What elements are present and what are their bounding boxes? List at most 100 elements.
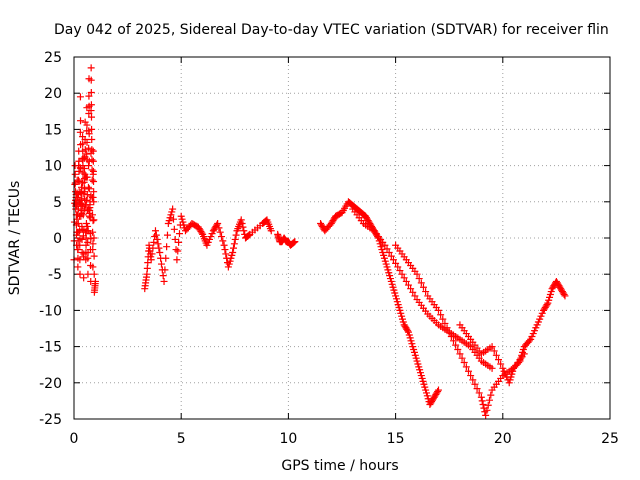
data-point <box>231 235 239 243</box>
data-point <box>88 125 96 133</box>
data-point <box>91 277 99 285</box>
data-point <box>87 64 95 72</box>
data-point <box>89 217 97 225</box>
data-point <box>458 354 466 362</box>
data-point <box>172 246 180 254</box>
data-point <box>85 144 93 152</box>
data-point <box>78 235 86 243</box>
data-point <box>80 274 88 282</box>
data-point <box>74 220 82 228</box>
data-point <box>160 277 168 285</box>
data-point <box>78 209 86 217</box>
data-point <box>71 170 79 178</box>
data-point <box>383 245 391 253</box>
data-point <box>239 223 247 231</box>
data-point <box>404 281 412 289</box>
data-point <box>456 350 464 358</box>
data-point <box>76 93 84 101</box>
y-tick-label: 10 <box>44 159 62 175</box>
data-point <box>76 270 84 278</box>
data-point <box>216 228 224 236</box>
data-point <box>79 211 87 219</box>
series-15-21h-lower-track <box>392 241 528 419</box>
data-point <box>175 230 183 238</box>
data-point <box>400 274 408 282</box>
data-point <box>90 198 98 206</box>
data-point <box>85 130 93 138</box>
data-point <box>445 328 453 336</box>
data-point <box>153 235 161 243</box>
data-point <box>385 248 393 256</box>
data-point <box>87 88 95 96</box>
data-point <box>467 372 475 380</box>
data-point <box>398 270 406 278</box>
data-point <box>490 347 498 355</box>
data-point <box>74 263 82 271</box>
grid-lines <box>74 57 610 419</box>
data-point <box>87 76 95 84</box>
data-point <box>387 252 395 260</box>
data-point <box>163 231 171 239</box>
y-tick-label: 5 <box>53 195 62 211</box>
data-point <box>89 240 97 248</box>
data-point <box>77 117 85 125</box>
data-point <box>473 385 481 393</box>
data-point <box>419 283 427 291</box>
data-point <box>149 244 157 252</box>
data-point <box>434 386 442 394</box>
data-point <box>174 247 182 255</box>
data-point <box>161 266 169 274</box>
x-tick-labels: 0 5 10 15 20 25 <box>70 431 619 447</box>
data-point <box>267 227 275 235</box>
data-point <box>462 363 470 371</box>
data-point <box>230 244 238 252</box>
y-tick-label: -10 <box>39 303 62 319</box>
y-tick-label: -5 <box>48 267 62 283</box>
data-point <box>237 216 245 224</box>
data-point <box>85 185 93 193</box>
data-point <box>84 238 92 246</box>
data-point <box>90 178 98 186</box>
data-point <box>447 332 455 340</box>
data-point <box>82 234 90 242</box>
data-point <box>163 243 171 251</box>
x-axis-label: GPS time / hours <box>281 458 398 474</box>
data-point <box>452 341 460 349</box>
data-point <box>89 263 97 271</box>
data-point <box>198 229 206 237</box>
y-tick-label: 20 <box>44 86 62 102</box>
data-point <box>475 389 483 397</box>
data-point <box>90 270 98 278</box>
data-point <box>437 311 445 319</box>
data-point <box>220 241 228 249</box>
y-tick-label: -25 <box>39 412 62 428</box>
data-point <box>83 196 91 204</box>
data-point <box>88 156 96 164</box>
data-point <box>148 250 156 258</box>
data-point <box>411 292 419 300</box>
data-point <box>515 359 523 367</box>
data-point <box>215 224 223 232</box>
data-point <box>407 285 415 293</box>
series-18-23h-recovery <box>456 277 569 387</box>
y-axis-label: SDTVAR / TECUs <box>7 181 23 296</box>
data-point <box>486 396 494 404</box>
data-point <box>464 367 472 375</box>
series-13-19h-upper-track <box>349 205 496 372</box>
data-point <box>482 411 490 419</box>
data-point <box>157 260 165 268</box>
data-point <box>222 250 230 258</box>
data-point <box>219 237 227 245</box>
data-point <box>525 337 533 345</box>
x-tick-label: 15 <box>387 431 405 447</box>
y-tick-label: 0 <box>53 231 62 247</box>
data-point <box>89 147 97 155</box>
data-point <box>84 205 92 213</box>
data-point <box>441 319 449 327</box>
data-point <box>75 157 83 165</box>
data-point <box>89 157 97 165</box>
data-point <box>151 227 159 235</box>
data-point <box>497 360 505 368</box>
data-point <box>229 248 237 256</box>
